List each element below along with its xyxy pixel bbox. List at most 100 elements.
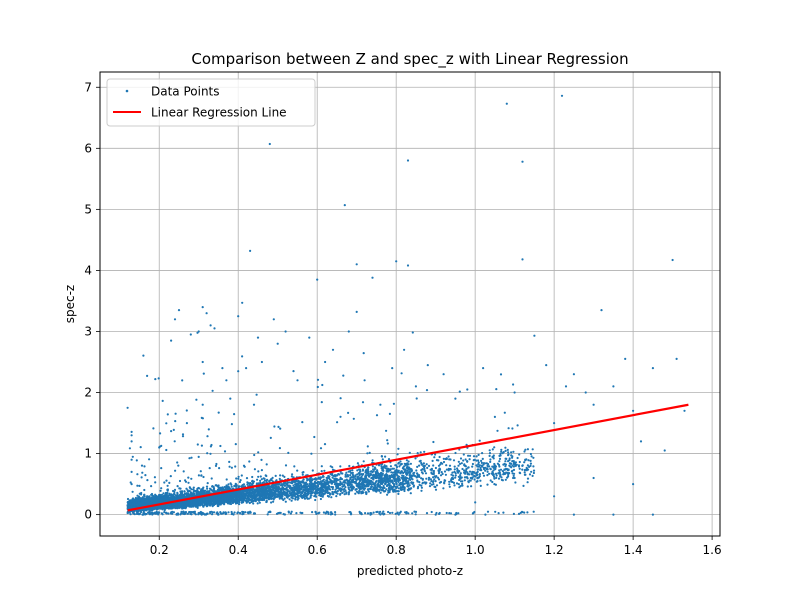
scatter-point xyxy=(266,463,268,465)
scatter-point xyxy=(347,412,349,414)
scatter-point xyxy=(410,492,412,494)
scatter-point xyxy=(203,373,205,375)
scatter-point xyxy=(253,454,255,456)
scatter-point xyxy=(275,475,277,477)
scatter-point xyxy=(215,465,217,467)
scatter-point xyxy=(431,511,433,513)
scatter-point xyxy=(237,478,239,480)
scatter-point xyxy=(467,455,469,457)
scatter-point xyxy=(146,479,148,481)
scatter-point xyxy=(479,473,481,475)
scatter-point xyxy=(249,482,251,484)
scatter-point xyxy=(177,485,179,487)
scatter-point xyxy=(218,412,220,414)
scatter-point xyxy=(339,416,341,418)
scatter-point xyxy=(393,403,395,405)
scatter-point xyxy=(317,485,319,487)
scatter-point xyxy=(486,474,488,476)
scatter-point xyxy=(426,463,428,465)
scatter-point xyxy=(363,352,365,354)
scatter-point xyxy=(533,511,535,513)
scatter-point xyxy=(416,397,418,399)
scatter-point xyxy=(459,391,461,393)
scatter-point xyxy=(267,513,269,515)
scatter-point xyxy=(473,512,475,514)
scatter-point xyxy=(430,471,432,473)
scatter-point xyxy=(503,468,505,470)
scatter-point xyxy=(445,464,447,466)
scatter-point xyxy=(449,486,451,488)
scatter-point xyxy=(497,463,499,465)
scatter-point xyxy=(235,443,237,445)
scatter-point xyxy=(491,481,493,483)
scatter-point xyxy=(433,456,435,458)
scatter-point xyxy=(280,488,282,490)
scatter-point xyxy=(281,495,283,497)
scatter-point xyxy=(421,471,423,473)
scatter-point xyxy=(249,502,251,504)
scatter-point xyxy=(348,465,350,467)
scatter-point xyxy=(170,430,172,432)
scatter-point xyxy=(174,440,176,442)
scatter-point xyxy=(398,487,400,489)
scatter-point xyxy=(417,486,419,488)
scatter-point xyxy=(416,466,418,468)
scatter-point xyxy=(443,461,445,463)
scatter-point xyxy=(383,513,385,515)
scatter-point xyxy=(493,467,495,469)
scatter-point xyxy=(345,472,347,474)
scatter-point xyxy=(331,491,333,493)
scatter-point xyxy=(285,501,287,503)
scatter-point xyxy=(421,463,423,465)
scatter-point xyxy=(511,472,513,474)
scatter-point xyxy=(393,485,395,487)
scatter-point xyxy=(326,480,328,482)
scatter-point xyxy=(510,454,512,456)
scatter-point xyxy=(478,454,480,456)
scatter-point xyxy=(479,480,481,482)
scatter-point xyxy=(380,465,382,467)
scatter-point xyxy=(453,484,455,486)
scatter-point xyxy=(311,511,313,513)
scatter-point xyxy=(292,489,294,491)
scatter-point xyxy=(376,469,378,471)
scatter-point xyxy=(380,492,382,494)
scatter-point xyxy=(369,452,371,454)
scatter-point xyxy=(404,511,406,513)
scatter-point xyxy=(370,474,372,476)
scatter-point xyxy=(517,424,519,426)
scatter-point xyxy=(335,492,337,494)
scatter-point xyxy=(414,457,416,459)
scatter-point xyxy=(364,512,366,514)
scatter-point xyxy=(183,470,185,472)
scatter-point xyxy=(257,470,259,472)
scatter-point xyxy=(466,468,468,470)
scatter-point xyxy=(321,384,323,386)
scatter-point xyxy=(449,465,451,467)
scatter-point xyxy=(508,472,510,474)
scatter-point xyxy=(425,472,427,474)
scatter-point xyxy=(358,468,360,470)
scatter-point xyxy=(187,482,189,484)
scatter-point xyxy=(238,476,240,478)
scatter-point xyxy=(174,489,176,491)
scatter-point xyxy=(306,479,308,481)
scatter-point xyxy=(174,470,176,472)
scatter-point xyxy=(357,462,359,464)
scatter-point xyxy=(502,511,504,513)
scatter-point xyxy=(270,486,272,488)
scatter-point xyxy=(301,421,303,423)
scatter-point xyxy=(428,465,430,467)
scatter-point xyxy=(372,465,374,467)
scatter-point xyxy=(208,490,210,492)
scatter-point xyxy=(336,421,338,423)
scatter-point xyxy=(426,389,428,391)
scatter-point xyxy=(420,451,422,453)
scatter-point xyxy=(479,465,481,467)
scatter-point xyxy=(429,485,431,487)
scatter-point xyxy=(160,467,162,469)
scatter-point xyxy=(454,466,456,468)
scatter-point xyxy=(463,453,465,455)
scatter-point xyxy=(165,512,167,514)
scatter-point xyxy=(177,465,179,467)
